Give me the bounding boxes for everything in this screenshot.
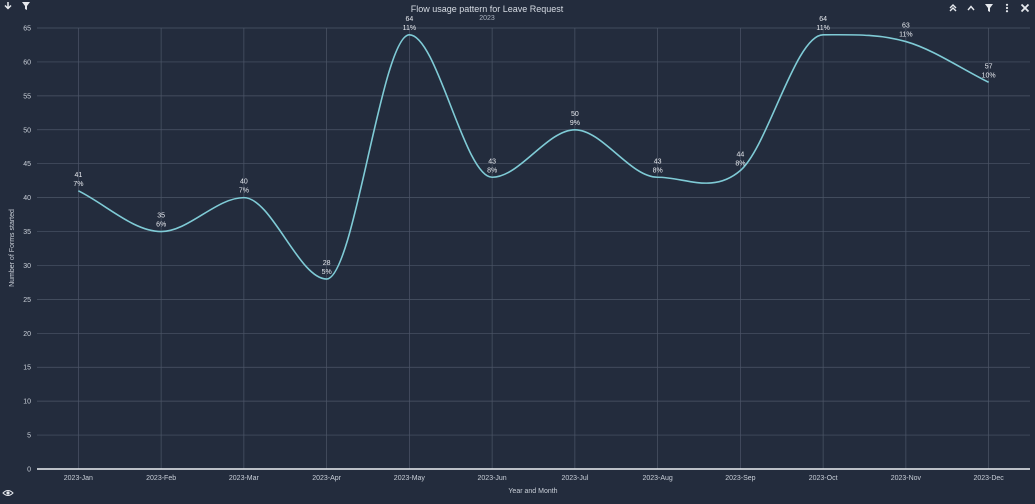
data-label-value: 35 xyxy=(157,213,165,220)
y-tick-label: 50 xyxy=(23,127,31,134)
data-label-percent: 9% xyxy=(570,120,580,127)
grid xyxy=(37,27,1030,470)
data-label-percent: 11% xyxy=(403,25,417,32)
filter-icon[interactable] xyxy=(983,2,995,14)
x-tick-label: 2023-Jan xyxy=(64,475,93,482)
x-tick-label: 2023-Jun xyxy=(478,475,507,482)
y-tick-label: 30 xyxy=(23,263,31,270)
data-label-percent: 5% xyxy=(322,269,332,276)
data-label-percent: 8% xyxy=(487,167,497,174)
data-label-percent: 10% xyxy=(982,72,996,79)
filter-icon[interactable] xyxy=(20,0,32,12)
y-tick-label: 25 xyxy=(23,297,31,304)
y-tick-label: 45 xyxy=(23,161,31,168)
data-label-value: 64 xyxy=(405,16,413,23)
y-tick-label: 10 xyxy=(23,399,31,406)
x-axis-label: Year and Month xyxy=(508,488,557,495)
y-tick-label: 15 xyxy=(23,365,31,372)
x-tick-label: 2023-Mar xyxy=(229,475,260,482)
x-tick-label: 2023-Apr xyxy=(312,475,341,482)
y-tick-label: 65 xyxy=(23,26,31,33)
download-icon[interactable] xyxy=(2,0,14,12)
data-label-percent: 11% xyxy=(899,32,913,39)
x-tick-label: 2023-Sep xyxy=(725,475,755,482)
left-toolbar xyxy=(2,0,32,12)
x-tick-label: 2023-May xyxy=(394,475,426,482)
close-icon[interactable] xyxy=(1019,2,1031,14)
data-label-percent: 8% xyxy=(735,160,745,167)
data-label-value: 40 xyxy=(240,179,248,186)
y-tick-label: 0 xyxy=(27,467,31,474)
series-line xyxy=(78,33,989,280)
x-tick-label: 2023-Feb xyxy=(146,475,176,482)
more-vertical-icon[interactable] xyxy=(1001,2,1013,14)
data-label-value: 50 xyxy=(571,111,579,118)
data-label-value: 57 xyxy=(985,63,993,70)
chevron-up-icon[interactable] xyxy=(965,2,977,14)
x-tick-label: 2023-Nov xyxy=(891,475,922,482)
data-label-percent: 6% xyxy=(156,222,166,229)
chart-title: Flow usage pattern for Leave Request xyxy=(411,4,564,14)
y-tick-label: 40 xyxy=(23,195,31,202)
y-axis-label: Number of Forms started xyxy=(9,209,16,287)
data-label-percent: 7% xyxy=(73,181,83,188)
chart-subtitle: 2023 xyxy=(479,15,495,22)
y-tick-label: 55 xyxy=(23,93,31,100)
collapse-up-icon[interactable] xyxy=(947,2,959,14)
data-label-value: 28 xyxy=(323,260,331,267)
data-label-percent: 7% xyxy=(239,188,249,195)
x-tick-label: 2023-Aug xyxy=(642,475,672,482)
data-labels: 41 7% 35 6% 40 7% 28 5% 64 11% 43 8% 50 9% 43 8% 44 8% 64 1… xyxy=(73,16,995,276)
axis-ticks: 0 5 10 15 20 25 30 35 40 45 50 55 60 65 2023-Jan 2023-F… xyxy=(23,26,1004,483)
data-label-value: 43 xyxy=(488,158,496,165)
data-label-value: 64 xyxy=(819,16,827,23)
data-label-percent: 11% xyxy=(816,25,830,32)
eye-icon[interactable] xyxy=(2,486,14,498)
data-label-value: 41 xyxy=(74,172,82,179)
y-tick-label: 5 xyxy=(27,433,31,440)
data-label-value: 63 xyxy=(902,23,910,30)
data-label-value: 43 xyxy=(654,158,662,165)
data-label-percent: 8% xyxy=(653,167,663,174)
y-tick-label: 20 xyxy=(23,331,31,338)
series-line-group xyxy=(78,33,989,280)
x-tick-label: 2023-Oct xyxy=(809,475,838,482)
x-tick-label: 2023-Jul xyxy=(561,475,588,482)
y-tick-label: 35 xyxy=(23,229,31,236)
y-tick-label: 60 xyxy=(23,59,31,66)
right-toolbar xyxy=(947,2,1031,14)
x-tick-label: 2023-Dec xyxy=(973,475,1004,482)
data-label-value: 44 xyxy=(736,151,744,158)
